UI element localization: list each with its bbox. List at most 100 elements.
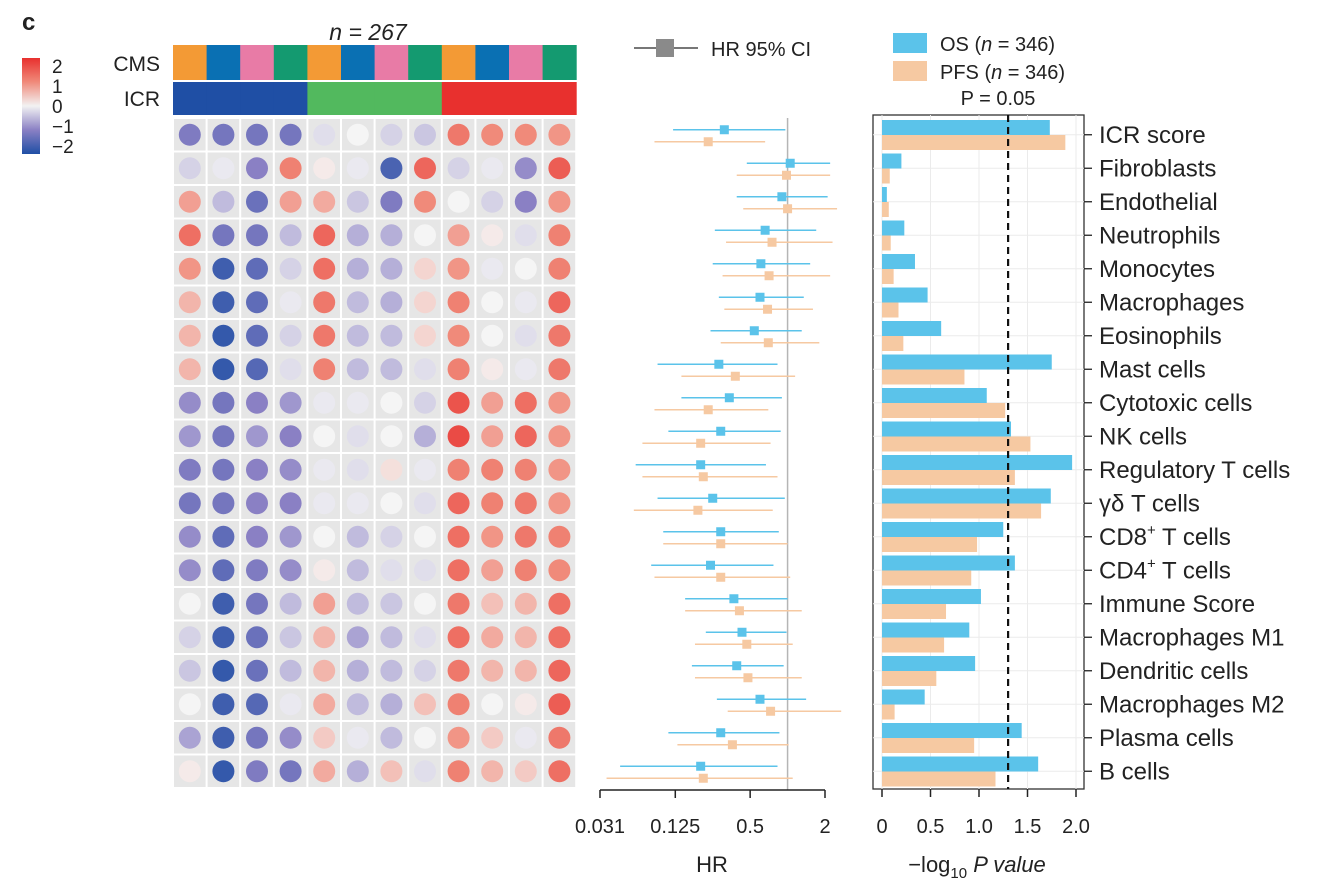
heatmap-dot <box>178 659 201 682</box>
bar-pfs <box>882 738 975 753</box>
icr-cell <box>374 82 409 115</box>
heatmap-dot <box>380 559 403 582</box>
heatmap-dot <box>346 324 369 347</box>
heatmap-dot <box>212 291 235 314</box>
heatmap-dot <box>178 693 201 716</box>
heatmap-dot <box>548 559 571 582</box>
heatmap-dot <box>514 626 537 649</box>
heatmap-dot <box>346 358 369 381</box>
forest-hr-pfs <box>743 673 753 683</box>
forest-hr-os <box>719 125 729 135</box>
heatmap-dot <box>447 760 470 783</box>
bar-pfs <box>882 604 947 619</box>
forest-hr-os <box>755 694 765 704</box>
heatmap-dot <box>279 425 302 448</box>
heatmap-dot <box>514 257 537 280</box>
heatmap-dot <box>514 358 537 381</box>
forest-hr-os <box>716 527 726 537</box>
colour-legend-bar <box>22 58 40 154</box>
heatmap-dot <box>447 458 470 481</box>
forest-hr-pfs <box>703 137 713 147</box>
heatmap-dot <box>548 592 571 615</box>
heatmap-dot <box>178 358 201 381</box>
heatmap-dot <box>178 324 201 347</box>
heatmap-dot <box>514 492 537 515</box>
heatmap-dot <box>514 190 537 213</box>
heatmap-dot <box>212 391 235 414</box>
heatmap-dot <box>548 123 571 146</box>
heatmap-dot <box>380 157 403 180</box>
bar-pfs <box>882 704 895 720</box>
heatmap-dot <box>481 291 504 314</box>
heatmap-dot <box>212 659 235 682</box>
heatmap-dot <box>346 123 369 146</box>
bar-x-tick-label: 2.0 <box>1062 816 1090 838</box>
heatmap-dot <box>313 592 336 615</box>
heatmap-dot <box>548 458 571 481</box>
heatmap-dot <box>246 458 268 481</box>
heatmap-dot <box>178 224 201 247</box>
heatmap-dot <box>414 726 436 749</box>
forest-hr-os <box>755 292 765 302</box>
bar-chart: 0 0.5 1.0 1.5 2.0 <box>872 114 1092 838</box>
forest-hr-pfs <box>727 740 737 750</box>
bar-x-tick-label: 1.0 <box>965 816 993 838</box>
heatmap-dot <box>279 391 302 414</box>
bar-x-axis-label: −log10 P value <box>908 852 1046 882</box>
heatmap-dot <box>380 693 403 716</box>
row-label: Plasma cells <box>1099 725 1234 752</box>
heatmap-dot <box>514 425 537 448</box>
forest-hr-pfs <box>696 438 706 448</box>
forest-hr-os <box>737 627 747 637</box>
forest-hr-os <box>714 359 724 369</box>
heatmap-dot <box>447 525 470 548</box>
heatmap-dot <box>380 626 403 649</box>
heatmap-dot <box>279 693 302 716</box>
panel-letter: c <box>22 9 35 36</box>
row-label: Mast cells <box>1099 356 1206 383</box>
heatmap-dot <box>178 291 201 314</box>
heatmap-dot <box>313 525 336 548</box>
forest-hr-pfs <box>781 170 791 180</box>
heatmap-dot <box>313 391 336 414</box>
icr-cell <box>441 82 476 115</box>
heatmap-dot <box>313 257 336 280</box>
cms-cell <box>441 45 476 80</box>
bar-x-tick-label: 1.5 <box>1014 816 1042 838</box>
forest-hr-os <box>708 493 718 503</box>
heatmap-dot <box>246 157 268 180</box>
bar-pfs <box>882 537 978 552</box>
colour-legend: 210−1−2 <box>22 57 74 158</box>
heatmap-dot <box>178 760 201 783</box>
bar-os <box>882 254 915 269</box>
heatmap-dot <box>178 190 201 213</box>
heatmap-dot <box>447 224 470 247</box>
heatmap-dot <box>481 726 504 749</box>
heatmap-dot <box>548 492 571 515</box>
heatmap-dot <box>346 693 369 716</box>
icr-cell <box>206 82 241 115</box>
icr-cell <box>408 82 443 115</box>
heatmap-dot <box>481 458 504 481</box>
forest-hr-os <box>777 192 787 202</box>
heatmap-dot <box>212 123 235 146</box>
heatmap-dot <box>481 425 504 448</box>
forest-legend-marker <box>656 39 674 57</box>
heatmap-dot <box>514 559 537 582</box>
heatmap-dot <box>380 324 403 347</box>
heatmap-dot <box>514 123 537 146</box>
forest-plot: 0.031 0.125 0.5 2 <box>575 118 842 838</box>
heatmap-dot <box>279 358 302 381</box>
heatmap-dot <box>548 391 571 414</box>
heatmap-dot <box>514 224 537 247</box>
heatmap-dot <box>481 157 504 180</box>
bar-os <box>882 354 1052 370</box>
heatmap-dot <box>548 257 571 280</box>
heatmap-dot <box>514 760 537 783</box>
heatmap-dot <box>380 391 403 414</box>
heatmap-dot <box>279 157 302 180</box>
heatmap-dot <box>212 157 235 180</box>
heatmap-dot <box>481 693 504 716</box>
forest-hr-pfs <box>698 472 708 482</box>
